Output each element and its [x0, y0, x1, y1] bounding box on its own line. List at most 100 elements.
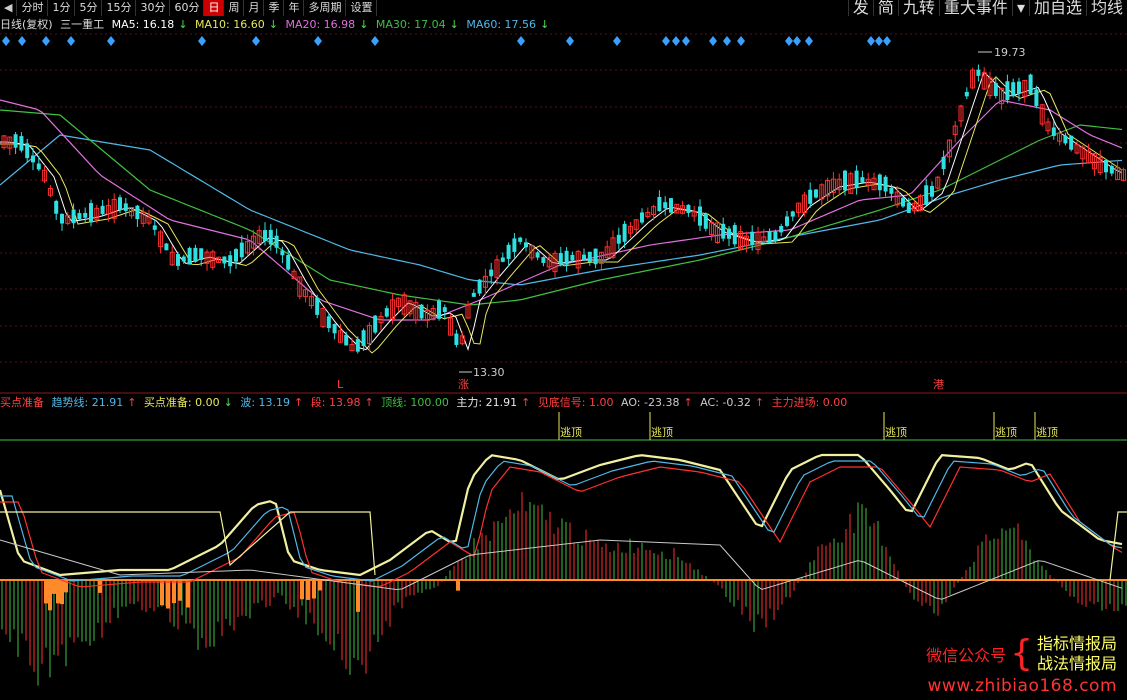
candle-down	[640, 212, 644, 223]
toolbar-right-btn-5[interactable]: 加自选	[1028, 0, 1086, 16]
toolbar-btn-10[interactable]: 季	[264, 0, 285, 16]
candle-up	[871, 177, 877, 191]
toolbar-btn-5[interactable]: 30分	[136, 0, 171, 16]
candle-down	[779, 225, 784, 233]
ma20-arrow: ↓	[359, 18, 369, 31]
toolbar-right-btn-6[interactable]: 均线	[1085, 0, 1127, 16]
toolbar-btn-0[interactable]: ◀	[0, 0, 18, 16]
legend-main-text: 主力: 21.91	[456, 396, 518, 409]
toolbar-btn-7[interactable]: 日	[204, 0, 225, 16]
candle-down	[152, 225, 157, 230]
toolbar-btn-2[interactable]: 1分	[48, 0, 76, 16]
toolbar-btn-6[interactable]: 60分	[170, 0, 205, 16]
orange-bar	[48, 580, 52, 611]
toolbar-btn-1[interactable]: 分时	[17, 0, 49, 16]
escape-label: 逃顶	[995, 426, 1017, 439]
candle-down	[118, 197, 122, 211]
candle-up	[111, 198, 117, 219]
toolbar-btn-13[interactable]: 设置	[346, 0, 378, 16]
candle-down	[889, 187, 894, 194]
candle-down	[332, 324, 337, 334]
legend-seg-arrow: ↑	[364, 396, 374, 409]
candle-down	[767, 231, 772, 243]
candle-down	[518, 237, 523, 242]
toolbar-btn-9[interactable]: 月	[244, 0, 265, 16]
candle-up	[958, 105, 964, 122]
candle-down	[785, 216, 789, 226]
candle-down	[686, 204, 691, 213]
candle-down	[564, 250, 569, 265]
toolbar-btn-3[interactable]: 5分	[75, 0, 103, 16]
toolbar-btn-8[interactable]: 周	[224, 0, 245, 16]
toolbar-right: 发简九转 重大事件 ▾ 加自选 均线	[847, 0, 1127, 16]
candle-down	[941, 156, 946, 170]
toolbar-right-btn-4[interactable]: ▾	[1011, 0, 1029, 16]
candle-up	[1057, 132, 1063, 142]
legend-wave: 波: 13.19 ↑	[240, 396, 303, 409]
signal-diamond	[2, 36, 10, 46]
candle-up	[308, 296, 314, 307]
ma-legend: 日线(复权) 三一重工 MA5: 16.18 ↓ MA10: 16.60 ↓ MA2…	[0, 17, 553, 33]
candle-down	[60, 213, 64, 224]
legend-ao-text: AO: -23.38	[621, 396, 680, 409]
candle-down	[1104, 159, 1108, 173]
indicator-histogram	[1, 492, 1127, 686]
candle-up	[610, 237, 616, 258]
period-label[interactable]: 日线(复权)	[0, 18, 53, 31]
candle-up	[743, 235, 749, 247]
candle-down	[263, 230, 267, 242]
candle-down	[1005, 81, 1010, 101]
candle-up	[952, 125, 958, 135]
candle-up	[216, 256, 222, 263]
toolbar-right-btn-2[interactable]: 九转	[897, 0, 939, 16]
watermark: 微信公众号 { 指标情报局 战法情报局 www.zhibiao168.com	[926, 634, 1117, 696]
candle-down	[437, 300, 441, 319]
legend-bottom-signal: 见底信号: 1.00	[537, 396, 614, 409]
signal-diamond	[613, 36, 621, 46]
segment-line	[0, 466, 1123, 588]
signal-diamond	[793, 36, 801, 46]
candle-down	[964, 91, 969, 97]
candle-down	[993, 82, 998, 97]
signal-diamond	[672, 36, 680, 46]
toolbar-btn-12[interactable]: 多周期	[304, 0, 347, 16]
signal-diamond	[867, 36, 875, 46]
ma10-line	[0, 76, 1123, 354]
watermark-wechat: 微信公众号	[926, 646, 1007, 665]
legend-trend-arrow: ↑	[127, 396, 137, 409]
price-annotations: 19.73 13.30 L 涨 港	[337, 46, 1026, 391]
candle-down	[1063, 135, 1068, 144]
candle-down	[25, 143, 30, 159]
candle-up	[146, 216, 152, 224]
ma5-line	[0, 71, 1123, 351]
candle-up	[546, 257, 552, 268]
candle-up	[401, 294, 407, 315]
toolbar-right-btn-1[interactable]: 简	[872, 0, 898, 16]
toolbar-right-btn-0[interactable]: 发	[847, 0, 873, 16]
candle-down	[89, 203, 93, 223]
candle-down	[930, 185, 934, 197]
orange-bar	[166, 580, 170, 609]
signal-diamond	[566, 36, 574, 46]
toolbar-right-btn-3[interactable]: 重大事件	[938, 0, 1012, 16]
marker-zhang: 涨	[458, 378, 469, 391]
ma30-text: MA30: 17.04	[375, 18, 446, 31]
candle-down	[535, 252, 540, 258]
candle-down	[274, 235, 279, 248]
candles	[1, 64, 1126, 354]
candle-up	[674, 203, 680, 214]
candle-down	[1109, 165, 1114, 174]
toolbar-btn-4[interactable]: 15分	[102, 0, 137, 16]
candle-down	[135, 205, 140, 220]
toolbar-btn-11[interactable]: 年	[284, 0, 305, 16]
candle-up	[1045, 121, 1051, 132]
candle-up	[349, 344, 355, 352]
candle-up	[210, 251, 216, 268]
ma5-text: MA5: 16.18	[111, 18, 175, 31]
marker-gang: 港	[933, 378, 944, 391]
candle-up	[830, 178, 836, 193]
watermark-site: www.zhibiao168.com	[927, 676, 1117, 696]
candle-up	[245, 241, 251, 254]
legend-top: 顶线: 100.00	[381, 396, 449, 409]
